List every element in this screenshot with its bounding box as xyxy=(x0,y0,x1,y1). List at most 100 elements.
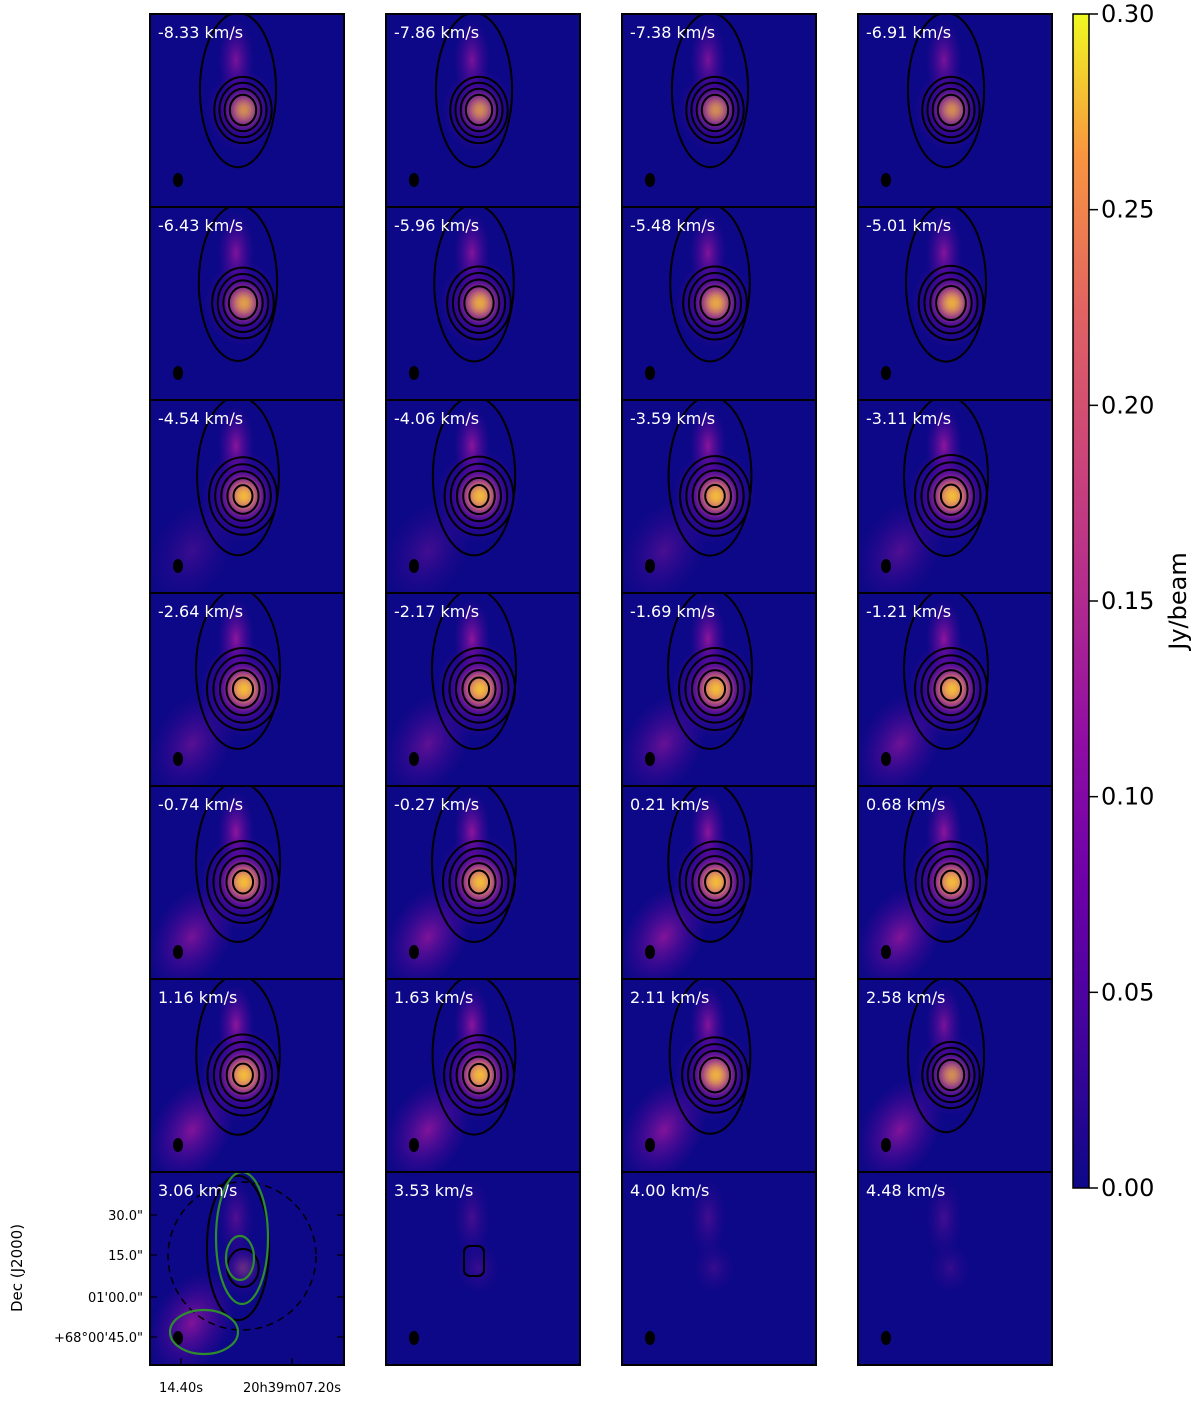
contour-line xyxy=(451,272,507,334)
ra-tick-label: 14.40s xyxy=(159,1381,203,1396)
contour-line xyxy=(903,400,989,557)
contour-line xyxy=(939,676,963,702)
contour-line xyxy=(904,207,988,363)
contour-line xyxy=(920,461,982,531)
channel-panel: -2.64 km/s xyxy=(149,592,345,787)
channel-panel: 2.58 km/s xyxy=(857,978,1053,1173)
contour-line xyxy=(690,661,740,717)
north-filament xyxy=(690,1178,726,1258)
contour-line xyxy=(228,93,258,127)
axes-annotations: Dec (J2000) 30.0" 15.0" 01'00.0" +68°00'45.… xyxy=(8,1209,344,1396)
contour-line xyxy=(214,463,272,529)
contour-line xyxy=(933,862,969,902)
north-filament xyxy=(454,1178,490,1258)
beam-ellipse xyxy=(173,173,183,187)
contour-line xyxy=(454,661,504,717)
beam-ellipse xyxy=(173,559,183,573)
contour-line xyxy=(468,1062,490,1088)
contour-line xyxy=(212,847,274,917)
contour-line xyxy=(220,470,266,522)
contour-line xyxy=(225,1055,261,1095)
contour-line xyxy=(195,593,281,750)
contour-line xyxy=(448,654,510,724)
ra-tick-labels: 14.40s 20h39m07.20s xyxy=(159,1358,341,1396)
green-contour xyxy=(224,1234,256,1282)
beam-ellipse xyxy=(409,173,419,187)
contour-line xyxy=(926,468,976,524)
velocity-label: -2.64 km/s xyxy=(158,602,243,621)
contour-line xyxy=(457,278,501,328)
velocity-label: 0.68 km/s xyxy=(866,795,945,814)
contour-line xyxy=(231,676,255,702)
contour-line xyxy=(681,1036,749,1114)
channel-panel: 1.16 km/s xyxy=(149,978,345,1173)
contour-line xyxy=(920,654,982,724)
contour-line xyxy=(693,278,737,328)
velocity-label: -4.06 km/s xyxy=(394,409,479,428)
contour-line xyxy=(225,862,261,902)
contour-line xyxy=(467,676,491,702)
beam-ellipse xyxy=(173,366,183,380)
contour-line xyxy=(697,476,733,516)
contour-line xyxy=(685,75,745,145)
contour-line xyxy=(461,669,497,709)
panel-frame xyxy=(149,1171,345,1366)
velocity-label: 2.58 km/s xyxy=(866,988,945,1007)
contour-line xyxy=(697,669,733,709)
channel-panel: -1.21 km/s xyxy=(857,592,1053,787)
dec-tick-label: 30.0" xyxy=(108,1209,143,1224)
contour-line xyxy=(935,284,967,322)
contour-line xyxy=(448,847,510,917)
beam-ellipse xyxy=(881,1138,891,1152)
colorbar-tick-label: 0.15 xyxy=(1101,587,1154,615)
velocity-label: 4.48 km/s xyxy=(866,1181,945,1200)
beam-ellipse xyxy=(881,366,891,380)
channel-panel: 0.21 km/s xyxy=(621,785,817,980)
channel-panel: -2.17 km/s xyxy=(385,592,581,787)
velocity-label: -5.01 km/s xyxy=(866,216,951,235)
channel-panel: 1.63 km/s xyxy=(385,978,581,1173)
core-envelope xyxy=(929,1243,971,1293)
contour-line xyxy=(431,979,517,1136)
contour-line xyxy=(920,847,982,917)
channel-panel: -3.11 km/s xyxy=(857,399,1053,594)
velocity-label: -7.38 km/s xyxy=(630,23,715,42)
velocity-label: -1.69 km/s xyxy=(630,602,715,621)
contour-line xyxy=(684,654,746,724)
colorbar-tick-label: 0.10 xyxy=(1101,783,1154,811)
beam-ellipse xyxy=(409,945,419,959)
channel-panel: -6.91 km/s xyxy=(857,13,1053,208)
velocity-label: -1.21 km/s xyxy=(866,602,951,621)
contour-line xyxy=(923,271,979,335)
colorbar-ticks: 0.00 0.05 0.10 0.15 0.20 0.25 0.30 xyxy=(1089,0,1154,1202)
channel-panel: 4.00 km/s xyxy=(621,1171,817,1366)
contour-line xyxy=(699,285,731,321)
contour-line xyxy=(669,207,751,363)
velocity-label: -6.43 km/s xyxy=(158,216,243,235)
contour-line xyxy=(462,476,496,516)
contour-line xyxy=(461,862,497,902)
colorbar-gradient xyxy=(1072,13,1090,1189)
contour-line xyxy=(682,265,748,341)
beam-ellipse xyxy=(173,1331,183,1345)
beam-ellipse xyxy=(881,173,891,187)
ra-tick-label: 20h39m07.20s xyxy=(243,1381,341,1396)
contour-line xyxy=(198,14,278,169)
velocity-label: -7.86 km/s xyxy=(394,23,479,42)
channel-panel: 4.48 km/s xyxy=(857,1171,1053,1366)
colorbar-tick-label: 0.25 xyxy=(1101,196,1154,224)
dec-tick-label: 15.0" xyxy=(108,1249,143,1264)
beam-ellipse xyxy=(173,945,183,959)
contour-line xyxy=(670,14,750,169)
contour-line xyxy=(695,87,735,133)
contour-line xyxy=(940,869,962,895)
channel-panel: -7.86 km/s xyxy=(385,13,581,208)
contour-line xyxy=(903,593,989,750)
contour-line xyxy=(685,462,745,530)
contour-line xyxy=(225,669,261,709)
contour-line xyxy=(936,1058,966,1092)
contour-line xyxy=(222,279,264,327)
southwest-filament xyxy=(858,1078,943,1172)
channel-panel: -5.48 km/s xyxy=(621,206,817,401)
beam-ellipse xyxy=(409,1138,419,1152)
